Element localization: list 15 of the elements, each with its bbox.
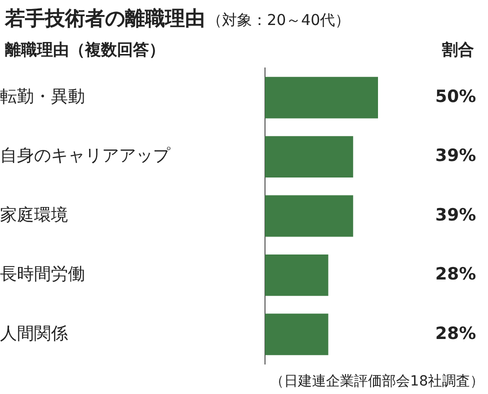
chart-subtitle: （対象：20～40代） — [207, 10, 350, 29]
data-label: 28% — [435, 264, 476, 285]
y-tick-label: 人間関係 — [0, 324, 68, 344]
data-label: 39% — [435, 205, 476, 226]
y-tick-label: 転勤・異動 — [0, 87, 85, 108]
y-tick-label: 長時間労働 — [0, 264, 85, 285]
text: 離職理由（複数回答） — [4, 40, 165, 60]
y-tick-label: 自身のキャリアアップ — [0, 146, 171, 166]
data-label: 28% — [435, 324, 476, 344]
y-tick-label: 家庭環境 — [0, 205, 68, 226]
text: 若手技術者の離職理由 — [4, 6, 205, 30]
data-label: 39% — [435, 146, 476, 166]
text: （日建連企業評価部会18社調査） — [270, 374, 484, 390]
text: 割合 — [441, 40, 474, 60]
data-label: 50% — [435, 87, 476, 108]
